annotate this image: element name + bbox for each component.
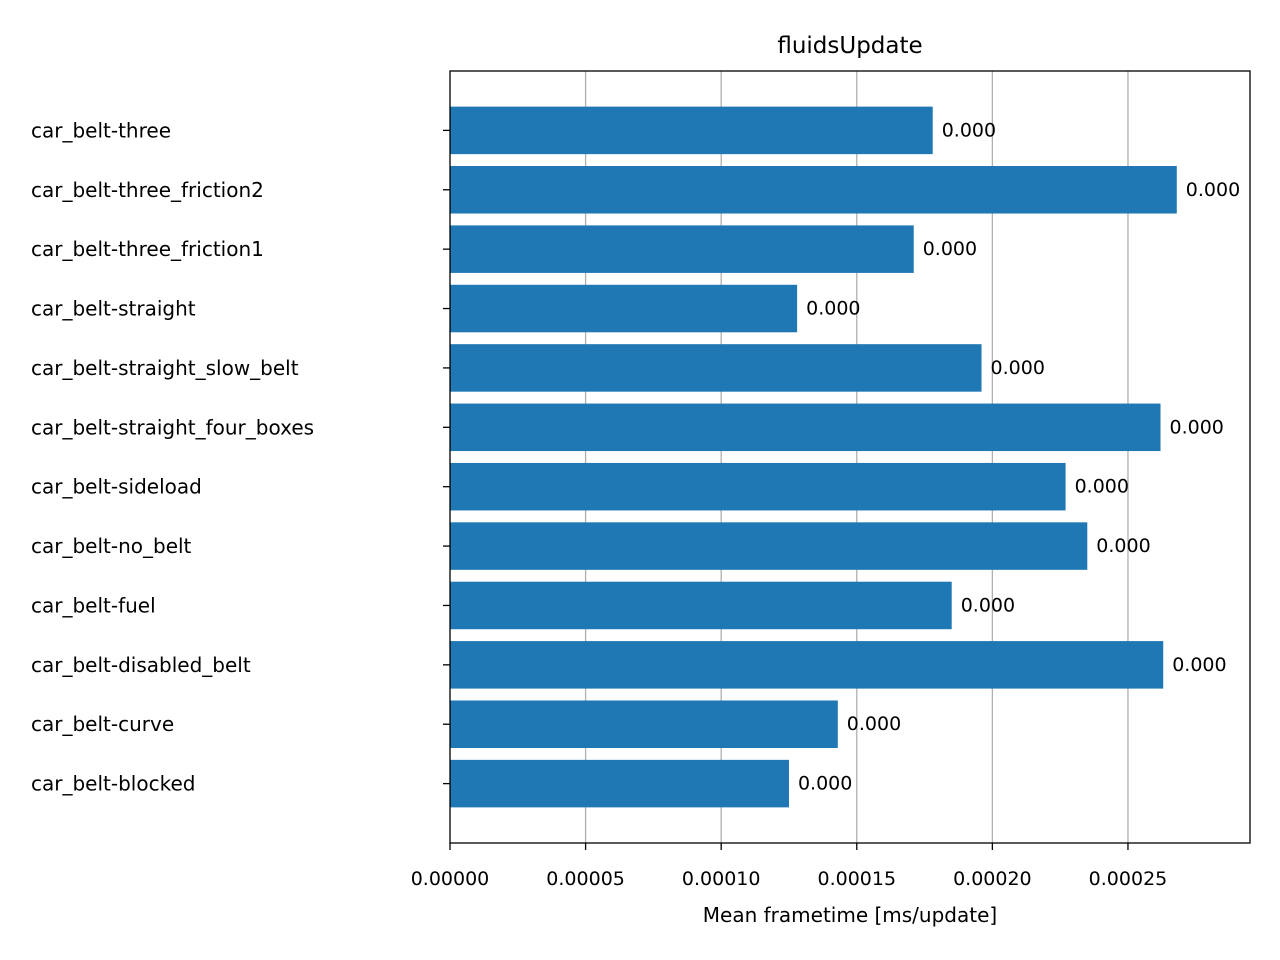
bar <box>450 106 933 155</box>
bar-value-label: 0.000 <box>798 773 852 795</box>
y-tick-label: car_belt-straight_slow_belt <box>31 356 299 380</box>
bar <box>450 581 952 630</box>
y-tick-label: car_belt-sideload <box>31 475 202 499</box>
y-tick-label: car_belt-blocked <box>31 772 195 796</box>
bar <box>450 166 1177 214</box>
x-tick-label: 0.00015 <box>817 868 896 890</box>
x-tick-label: 0.00025 <box>1089 868 1168 890</box>
bar <box>450 462 1066 511</box>
bar <box>450 344 982 392</box>
bar-layer <box>450 106 1177 808</box>
axis-layer: 0.00000 0.00005 0.00010 0.00015 0.00020 0.000… <box>31 118 1240 890</box>
bar <box>450 225 914 273</box>
bar-value-label: 0.000 <box>923 238 977 260</box>
bar-value-label: 0.000 <box>961 594 1015 616</box>
y-tick-label: car_belt-no_belt <box>31 534 192 558</box>
bar-value-label: 0.000 <box>847 713 901 735</box>
x-tick-label: 0.00000 <box>411 868 490 890</box>
x-tick-label: 0.00010 <box>682 868 761 890</box>
y-tick-label: car_belt-three <box>31 118 171 142</box>
bar <box>450 284 798 333</box>
x-tick-label: 0.00020 <box>953 868 1032 890</box>
y-tick-label: car_belt-three_friction2 <box>31 178 264 202</box>
bar <box>450 403 1161 452</box>
y-tick-label: car_belt-straight <box>31 297 196 321</box>
bar-value-label: 0.000 <box>1170 416 1224 438</box>
x-axis-label: Mean frametime [ms/update] <box>703 903 997 927</box>
y-tick-label: car_belt-disabled_belt <box>31 653 251 677</box>
chart-title: fluidsUpdate <box>777 33 922 59</box>
bar-value-label: 0.000 <box>1096 535 1150 557</box>
bar-value-label: 0.000 <box>942 119 996 141</box>
y-tick-label: car_belt-fuel <box>31 593 156 617</box>
bar-value-label: 0.000 <box>1172 654 1226 676</box>
x-tick-label: 0.00005 <box>546 868 625 890</box>
y-tick-label: car_belt-three_friction1 <box>31 237 264 261</box>
bar-value-label: 0.000 <box>806 298 860 320</box>
bar <box>450 641 1164 689</box>
bar <box>450 759 789 808</box>
y-tick-label: car_belt-straight_four_boxes <box>31 415 314 439</box>
bar-value-label: 0.000 <box>991 357 1045 379</box>
plot-frame <box>449 70 1251 844</box>
bar <box>450 522 1088 570</box>
bar-value-label: 0.000 <box>1186 179 1240 201</box>
y-tick-label: car_belt-curve <box>31 712 174 736</box>
bar-value-label: 0.000 <box>1075 476 1129 498</box>
bar <box>450 700 838 748</box>
